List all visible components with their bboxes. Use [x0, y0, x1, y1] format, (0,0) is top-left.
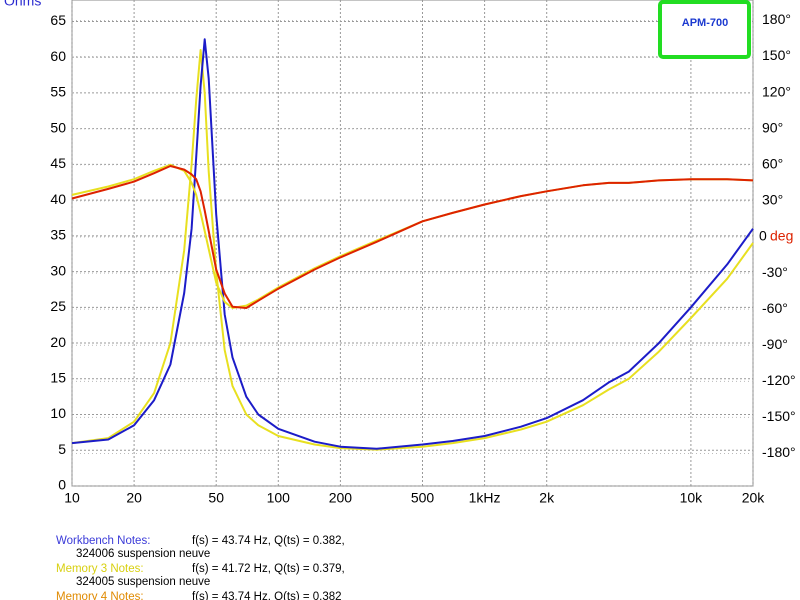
y2-tick-label: -30°: [762, 264, 788, 280]
y-tick-label: 60: [50, 48, 66, 64]
y-tick-label: 10: [50, 405, 66, 421]
y-tick-label: 40: [50, 191, 66, 207]
y-tick-label: 20: [50, 334, 66, 350]
x-tick-label: 10k: [680, 490, 704, 506]
x-tick-label: 20: [126, 490, 142, 506]
x-tick-label: 10: [64, 490, 80, 506]
y-tick-label: 45: [50, 155, 66, 171]
x-tick-label: 1kHz: [469, 490, 501, 506]
note-text: f(s) = 41.72 Hz, Q(ts) = 0.379,: [192, 563, 345, 575]
x-tick-label: 200: [329, 490, 353, 506]
series-line: [71, 165, 754, 309]
series-line: [71, 49, 754, 451]
y-tick-label: 55: [50, 84, 66, 100]
note-text: f(s) = 43.74 Hz, Q(ts) = 0.382,: [192, 535, 345, 547]
y2-tick-label: 90°: [762, 119, 783, 135]
legend-box: [658, 0, 751, 59]
y-tick-label: 50: [50, 119, 66, 135]
y2-tick-label: 60°: [762, 156, 783, 172]
y-tick-label: 0: [58, 477, 66, 493]
y2-tick-label: 180°: [762, 11, 791, 27]
note-text: f(s) = 43.74 Hz, Q(ts) = 0.382: [192, 591, 342, 600]
x-tick-label: 500: [411, 490, 435, 506]
note-name: Workbench Notes:: [56, 535, 150, 547]
y2-tick-label: -60°: [762, 300, 788, 316]
y2-tick-label: 0: [759, 228, 767, 244]
note-name: Memory 3 Notes:: [56, 563, 144, 575]
y-tick-label: 15: [50, 369, 66, 385]
x-tick-label: 100: [267, 490, 291, 506]
y2-tick-label: -180°: [762, 444, 796, 460]
y2-tick-label: -90°: [762, 336, 788, 352]
y2-axis-label: deg: [770, 228, 793, 244]
plot-area: [71, 0, 754, 487]
y-tick-label: 25: [50, 298, 66, 314]
legend-title: APM-700: [682, 17, 728, 29]
x-tick-label: 50: [208, 490, 224, 506]
x-tick-label: 20k: [742, 490, 766, 506]
y-axis-label: Ohms: [4, 0, 41, 9]
y-tick-label: 30: [50, 262, 66, 278]
y-tick-label: 65: [50, 12, 66, 28]
note-detail: 324005 suspension neuve: [76, 576, 210, 588]
y2-tick-label: 30°: [762, 192, 783, 208]
y2-tick-label: -120°: [762, 372, 796, 388]
series-line: [71, 38, 754, 450]
y-tick-label: 35: [50, 227, 66, 243]
note-detail: 324006 suspension neuve: [76, 548, 210, 560]
y2-tick-label: 150°: [762, 47, 791, 63]
x-tick-label: 2k: [539, 490, 555, 506]
y2-tick-label: 120°: [762, 83, 791, 99]
y2-tick-label: -150°: [762, 408, 796, 424]
note-name: Memory 4 Notes:: [56, 591, 144, 600]
y-tick-label: 5: [58, 441, 66, 457]
